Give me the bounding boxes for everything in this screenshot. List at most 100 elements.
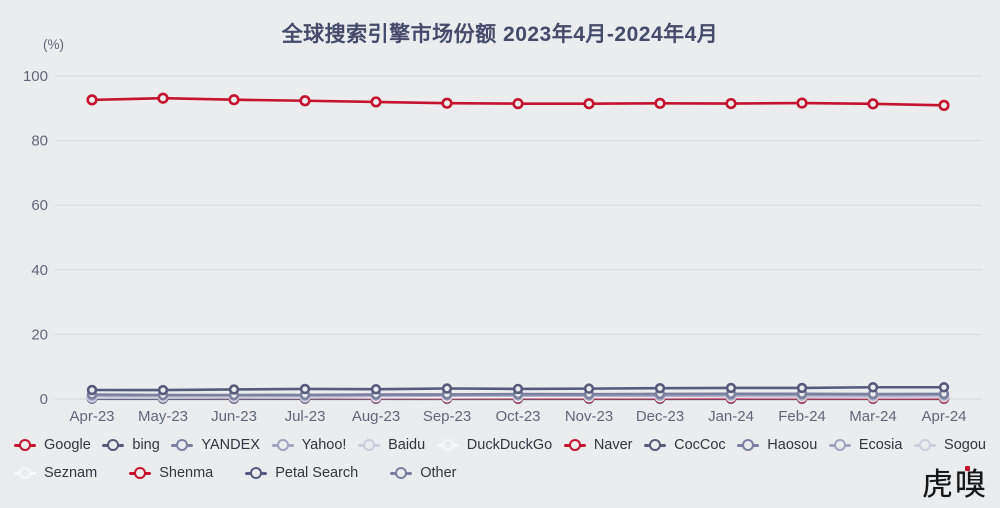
x-tick-label-Jul-23: Jul-23 xyxy=(285,408,326,425)
x-tick-label-Apr-23: Apr-23 xyxy=(69,408,114,425)
legend-item-ecosia: Ecosia xyxy=(828,437,903,453)
legend-item-coccoc: CocCoc xyxy=(644,437,726,453)
legend-marker-icon-baidu xyxy=(358,439,381,451)
legend-label-baidu: Baidu xyxy=(388,437,426,453)
series-point-bing-Jul-23 xyxy=(299,383,311,395)
legend-marker-icon-haosou xyxy=(737,439,760,451)
series-point-bing-Feb-24 xyxy=(796,382,808,394)
legend-label-shenma: Shenma xyxy=(159,465,214,481)
legend-item-shenma: Shenma xyxy=(129,465,213,481)
legend-item-duckduckgo: DuckDuckGo xyxy=(436,437,553,453)
legend-row-1: Google bing YANDEX Yahoo! Baidu DuckDuckGo Nav… xyxy=(0,431,1000,459)
series-point-bing-Sep-23 xyxy=(441,383,453,394)
legend-label-naver: Naver xyxy=(593,437,633,453)
legend-marker-icon-yandex xyxy=(171,439,194,451)
series-point-google-Nov-23 xyxy=(583,98,595,110)
legend-marker-icon-naver xyxy=(563,439,586,451)
legend-item-seznam: Seznam xyxy=(14,465,97,481)
x-tick-label-Sep-23: Sep-23 xyxy=(423,408,471,425)
plot-area: 0 20 40 60 80 100 Apr-23 May-23 Jun-23 Jul-23 Aug-… xyxy=(23,68,982,425)
x-tick-label-Jun-23: Jun-23 xyxy=(211,408,257,425)
x-tick-label-Mar-24: Mar-24 xyxy=(849,408,897,425)
y-tick-label-60: 60 xyxy=(31,197,48,214)
legend-label-bing: bing xyxy=(132,437,160,453)
legend-item-google: Google xyxy=(14,437,91,453)
legend-item-sogou: Sogou xyxy=(914,437,986,453)
legend-label-haosou: Haosou xyxy=(767,437,818,453)
legend-marker-icon-google xyxy=(14,439,36,451)
x-tick-label-May-23: May-23 xyxy=(138,408,188,425)
legend-item-naver: Naver xyxy=(563,437,633,453)
legend-label-other: Other xyxy=(420,465,457,481)
huxiu-watermark: 虎嗅 xyxy=(922,465,988,503)
y-axis-unit-label: (%) xyxy=(43,37,64,52)
legend-marker-icon-coccoc xyxy=(644,439,667,451)
y-tick-label-0: 0 xyxy=(40,391,48,408)
legend-marker-icon-shenma xyxy=(129,467,152,479)
x-tick-label-Oct-23: Oct-23 xyxy=(495,408,540,425)
series-point-google-Dec-23 xyxy=(654,97,666,109)
x-tick-label-Dec-23: Dec-23 xyxy=(636,408,684,425)
y-tick-label-40: 40 xyxy=(31,262,48,279)
series-point-bing-May-23 xyxy=(157,384,169,396)
series-point-google-Aug-23 xyxy=(370,96,382,108)
legend-marker-icon-sogou xyxy=(914,439,937,451)
x-tick-label-Jan-24: Jan-24 xyxy=(708,408,754,425)
legend-item-yandex: YANDEX xyxy=(171,437,260,453)
series-point-bing-Aug-23 xyxy=(370,384,382,395)
legend-item-other: Other xyxy=(390,465,457,481)
x-tick-label-Apr-24: Apr-24 xyxy=(921,408,966,425)
series-point-google-Sep-23 xyxy=(441,97,453,109)
x-tick-label-Feb-24: Feb-24 xyxy=(778,408,826,425)
series-point-google-Jun-23 xyxy=(228,94,240,106)
legend-item-haosou: Haosou xyxy=(737,437,817,453)
series-point-bing-Jan-24 xyxy=(725,382,737,394)
legend-marker-icon-bing xyxy=(102,439,125,451)
legend-row-2: Seznam Shenma Petal Search Other xyxy=(0,459,1000,487)
legend-marker-icon-ecosia xyxy=(828,439,851,451)
series-point-bing-Mar-24 xyxy=(867,382,879,393)
legend-marker-icon-other xyxy=(390,467,413,479)
series-point-google-Feb-24 xyxy=(796,97,808,109)
series-point-bing-Apr-24 xyxy=(938,382,950,393)
series-point-google-Mar-24 xyxy=(867,98,879,110)
legend-marker-icon-duckduckgo xyxy=(436,439,459,451)
legend-marker-icon-petal-search xyxy=(245,467,268,479)
series-point-bing-Nov-23 xyxy=(583,383,595,394)
series-point-google-Oct-23 xyxy=(512,98,524,110)
legend-item-petal-search: Petal Search xyxy=(245,465,358,481)
legend-item-bing: bing xyxy=(102,437,160,453)
y-tick-label-20: 20 xyxy=(31,326,48,343)
legend-label-petal-search: Petal Search xyxy=(275,465,359,481)
x-tick-label-Aug-23: Aug-23 xyxy=(352,408,400,425)
legend-label-google: Google xyxy=(44,437,91,453)
legend-item-baidu: Baidu xyxy=(358,437,425,453)
huxiu-watermark-text: 虎嗅 xyxy=(922,466,988,503)
series-point-google-Jan-24 xyxy=(725,97,737,110)
legend-label-yandex: YANDEX xyxy=(201,437,260,453)
legend-marker-icon-seznam xyxy=(14,467,36,479)
series-point-google-May-23 xyxy=(157,92,169,104)
legend-item-yahoo-: Yahoo! xyxy=(271,437,347,453)
series-point-google-Apr-24 xyxy=(938,99,950,111)
legend-label-ecosia: Ecosia xyxy=(858,437,903,453)
series-point-google-Jul-23 xyxy=(299,95,311,107)
x-tick-label-Nov-23: Nov-23 xyxy=(565,408,613,425)
series-point-bing-Dec-23 xyxy=(654,382,666,394)
series-point-bing-Oct-23 xyxy=(512,383,524,395)
legend-label-duckduckgo: DuckDuckGo xyxy=(466,437,553,453)
y-tick-label-80: 80 xyxy=(31,133,48,150)
legend-label-yahoo-: Yahoo! xyxy=(301,437,347,453)
legend: Google bing YANDEX Yahoo! Baidu DuckDuckGo Nav… xyxy=(0,431,1000,487)
series-point-bing-Jun-23 xyxy=(228,384,240,395)
y-tick-label-100: 100 xyxy=(23,68,48,85)
series-point-bing-Apr-23 xyxy=(86,384,98,396)
watermark-red-accent-icon xyxy=(965,465,970,471)
legend-label-seznam: Seznam xyxy=(44,465,98,481)
series-point-google-Apr-23 xyxy=(86,94,98,106)
legend-label-coccoc: CocCoc xyxy=(674,437,726,453)
legend-label-sogou: Sogou xyxy=(944,437,986,453)
legend-marker-icon-yahoo- xyxy=(271,439,294,451)
chart-title: 全球搜索引擎市场份额 2023年4月-2024年4月 xyxy=(281,23,719,46)
